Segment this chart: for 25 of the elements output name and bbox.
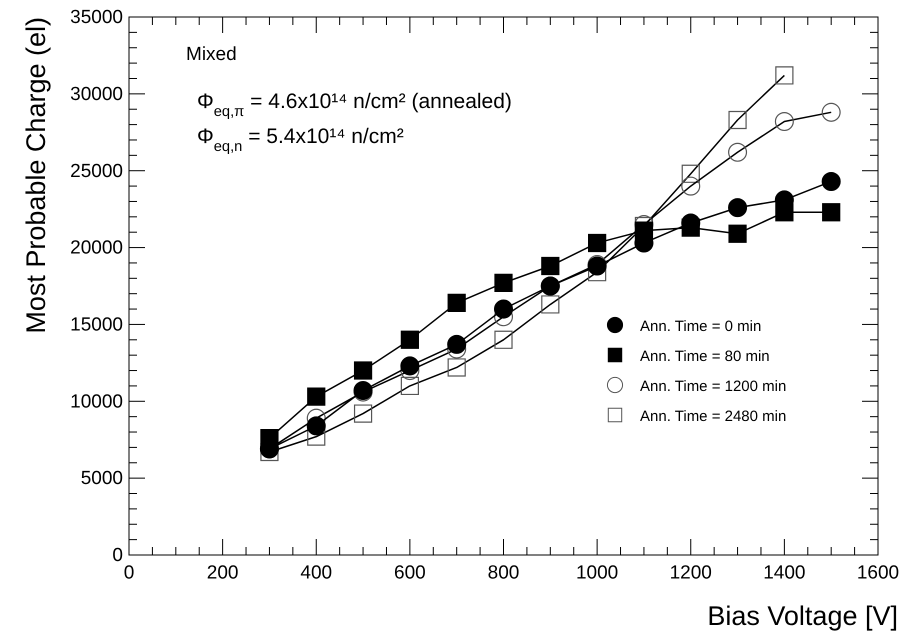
y-tick-label: 15000 (70, 314, 123, 336)
x-tick-label: 800 (488, 562, 520, 584)
legend-label: Ann. Time = 0 min (640, 318, 762, 335)
x-tick-label: 1000 (576, 562, 618, 584)
y-tick-label: 10000 (70, 391, 123, 412)
y-tick-label: 30000 (70, 84, 123, 105)
y-tick-label: 20000 (70, 238, 123, 259)
x-tick-label: 1600 (856, 562, 900, 584)
y-tick-label: 5000 (80, 468, 123, 490)
x-tick-label: 1400 (763, 562, 806, 584)
x-tick-label: 1200 (670, 562, 712, 584)
y-axis-title: Most Probable Charge (el) (21, 17, 51, 334)
legend-label: Ann. Time = 1200 min (640, 378, 786, 395)
x-axis-title: Bias Voltage [V] (707, 601, 898, 631)
y-tick-label: 0 (112, 545, 123, 566)
x-tick-label: 400 (300, 562, 332, 584)
annotation: Mixed (186, 44, 237, 65)
annotation: Φ$_{eq,n}$ = 5.4x10¹⁴ n/cm² (197, 125, 404, 155)
y-tick-label: 35000 (70, 7, 123, 28)
y-tick-label: 25000 (70, 160, 123, 182)
annotation: Φ$_{eq,π}$ = 4.6x10¹⁴ n/cm² (annealed) (197, 90, 512, 120)
x-tick-label: 200 (206, 562, 238, 584)
x-tick-label: 600 (394, 562, 426, 584)
legend-label: Ann. Time = 80 min (640, 348, 770, 365)
legend-label: Ann. Time = 2480 min (640, 408, 786, 425)
